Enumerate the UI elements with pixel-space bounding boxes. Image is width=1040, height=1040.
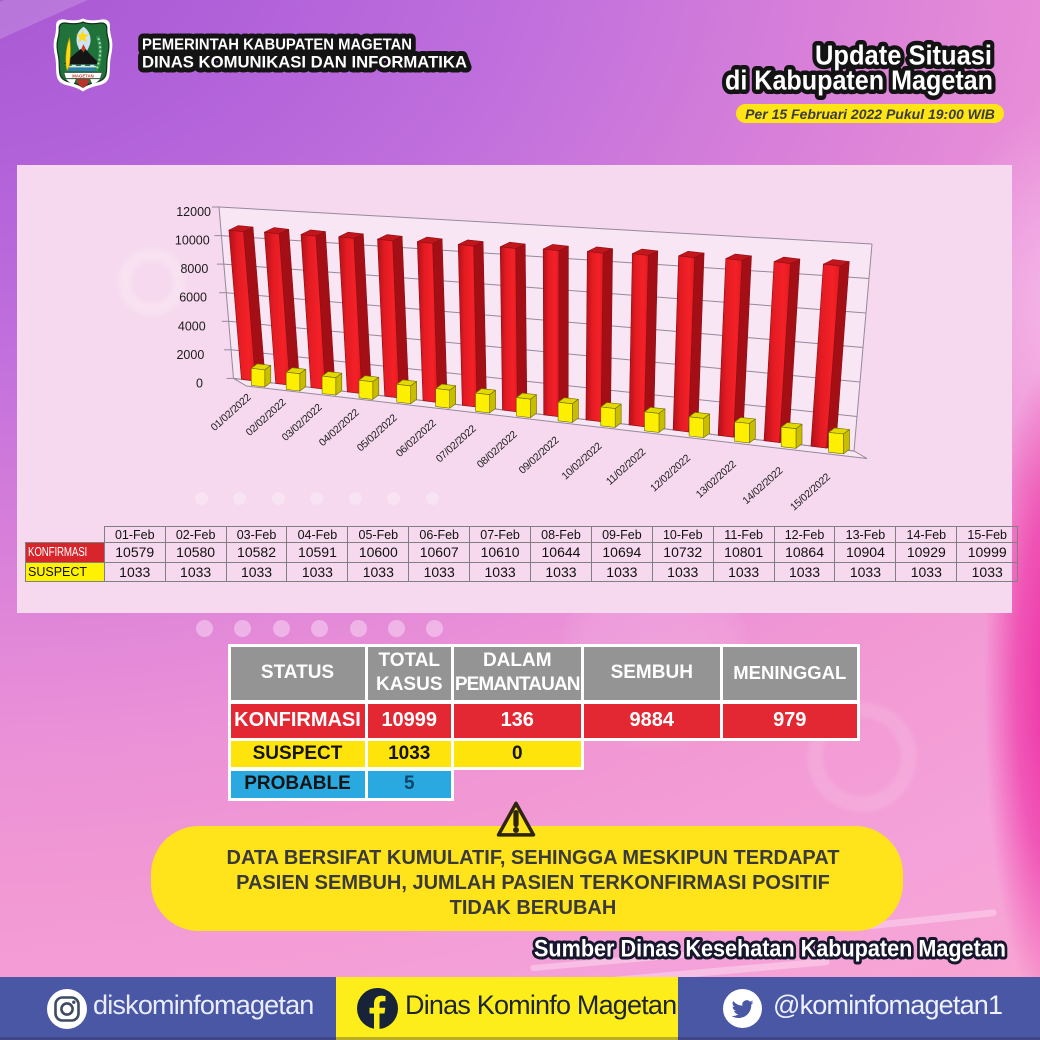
svg-text:13/02/2022: 13/02/2022 — [694, 459, 738, 501]
svg-text:14/02/2022: 14/02/2022 — [741, 465, 785, 507]
svg-text:12/02/2022: 12/02/2022 — [649, 453, 693, 495]
svg-text:11/02/2022: 11/02/2022 — [605, 447, 649, 488]
svg-text:di Kabupaten Magetan: di Kabupaten Magetan — [725, 65, 993, 96]
svg-text:06/02/2022: 06/02/2022 — [394, 418, 438, 460]
svg-text:2000: 2000 — [176, 348, 204, 362]
svg-text:Sumber Dinas Kesehatan Kabupat: Sumber Dinas Kesehatan Kabupaten Magetan — [534, 936, 1006, 963]
svg-text:15/02/2022: 15/02/2022 — [789, 472, 833, 514]
svg-text:MAGETAN: MAGETAN — [72, 73, 93, 78]
svg-text:07/02/2022: 07/02/2022 — [434, 423, 478, 465]
svg-text:10/02/2022: 10/02/2022 — [560, 441, 604, 483]
svg-text:8000: 8000 — [180, 262, 208, 276]
svg-text:Update Situasi: Update Situasi — [815, 39, 992, 70]
svg-text:04/02/2022: 04/02/2022 — [317, 407, 361, 449]
svg-text:DINAS KOMUNIKASI DAN INFORMATI: DINAS KOMUNIKASI DAN INFORMATIKA — [142, 54, 467, 72]
svg-text:PEMERINTAH KABUPATEN MAGETAN: PEMERINTAH KABUPATEN MAGETAN — [142, 37, 412, 54]
svg-text:05/02/2022: 05/02/2022 — [355, 413, 399, 455]
svg-text:12000: 12000 — [176, 205, 211, 219]
svg-text:03/02/2022: 03/02/2022 — [280, 402, 324, 444]
svg-text:0: 0 — [196, 376, 203, 390]
svg-text:09/02/2022: 09/02/2022 — [517, 435, 561, 477]
svg-text:6000: 6000 — [179, 291, 207, 305]
svg-text:08/02/2022: 08/02/2022 — [475, 429, 519, 471]
svg-text:4000: 4000 — [178, 319, 206, 333]
svg-text:02/02/2022: 02/02/2022 — [244, 397, 288, 439]
svg-text:10000: 10000 — [175, 234, 210, 248]
